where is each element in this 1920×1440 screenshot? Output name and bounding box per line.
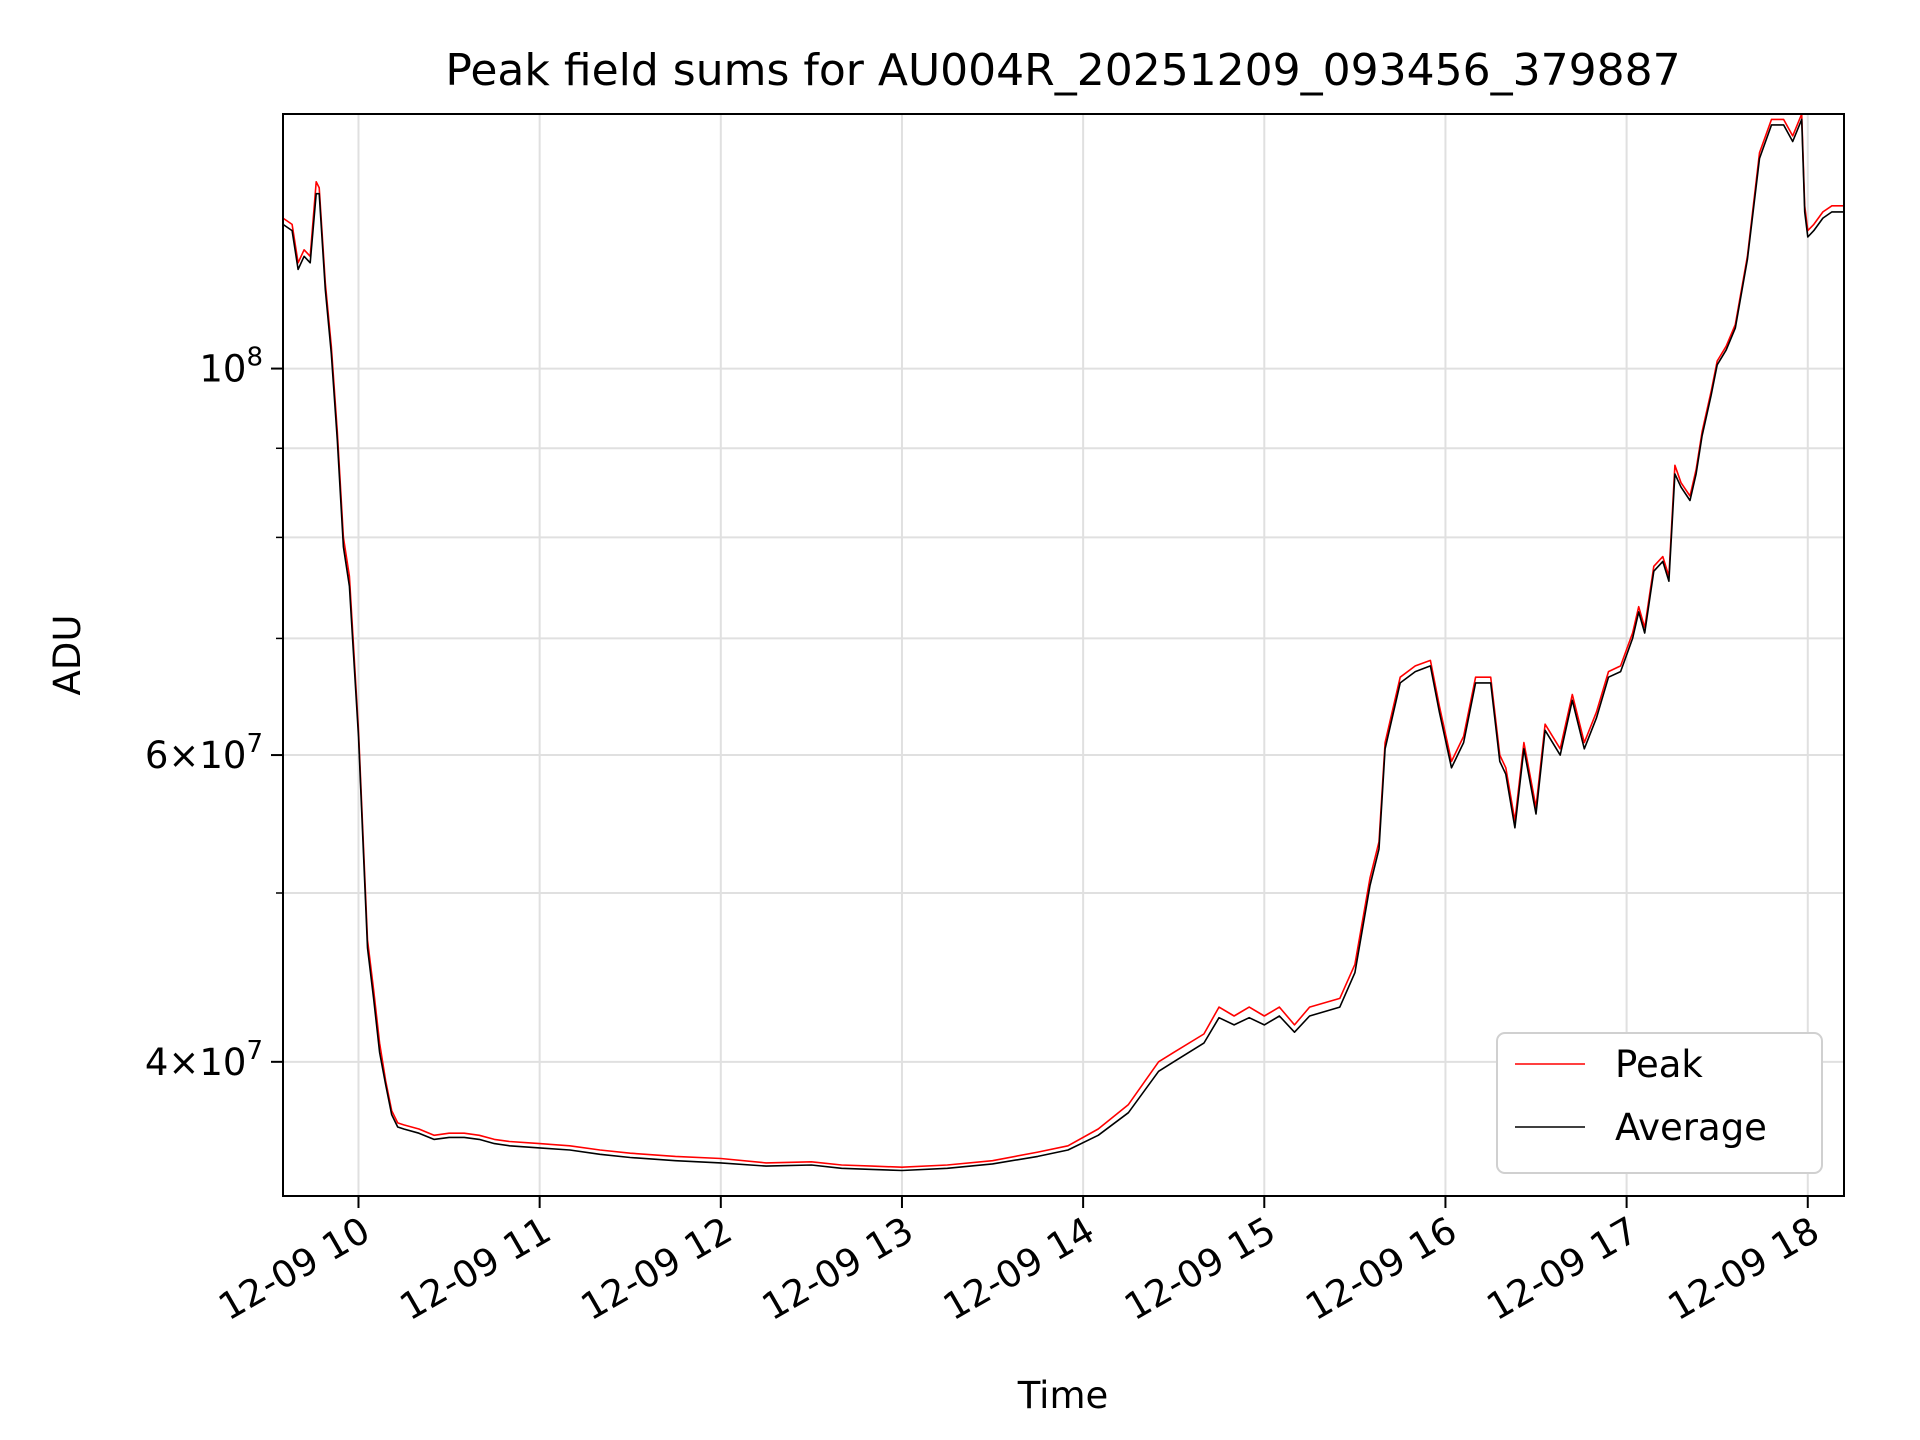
y-tick-label: 108 (199, 343, 263, 391)
y-axis-label: ADU (46, 615, 89, 696)
chart-title: Peak field sums for AU004R_20251209_0934… (445, 45, 1680, 96)
y-tick-label: 4×107 (145, 1036, 263, 1084)
legend-label-peak: Peak (1615, 1043, 1703, 1086)
plot-area (282, 113, 1844, 1172)
legend-box (1496, 1032, 1823, 1174)
legend: Peak Average (1496, 1032, 1823, 1174)
y-tick-label: 6×107 (145, 729, 263, 777)
y-axis: 4×107 6×107 108 (145, 343, 283, 1084)
legend-label-average: Average (1615, 1106, 1767, 1149)
x-axis-label: Time (1017, 1374, 1109, 1417)
grid-layer (283, 114, 1844, 1196)
series-line-average (282, 118, 1844, 1172)
series-line-peak (282, 113, 1844, 1168)
plot-frame (282, 113, 1845, 1197)
